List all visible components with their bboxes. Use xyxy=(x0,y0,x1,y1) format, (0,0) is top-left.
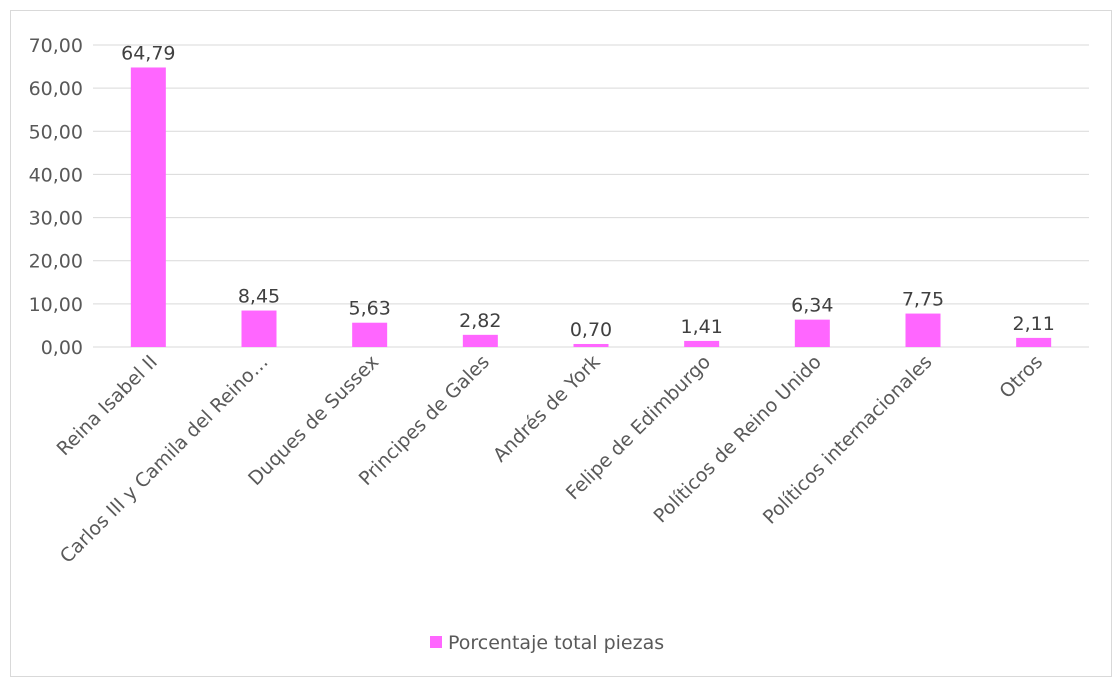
data-label: 8,45 xyxy=(238,286,280,308)
y-tick-label: 50,00 xyxy=(29,121,83,143)
y-tick-label: 30,00 xyxy=(29,208,83,230)
y-tick-label: 10,00 xyxy=(29,294,83,316)
data-label: 5,63 xyxy=(349,298,391,320)
data-label: 7,75 xyxy=(902,289,944,311)
legend-swatch xyxy=(430,636,442,648)
y-axis-tick-labels: 0,00 10,00 20,00 30,00 40,00 50,00 60,00 70,00 xyxy=(29,35,83,359)
y-tick-label: 70,00 xyxy=(29,35,83,57)
category-label: Otros xyxy=(995,351,1047,403)
bar xyxy=(684,340,720,347)
bar xyxy=(130,67,166,348)
data-label: 0,70 xyxy=(570,319,612,341)
legend: Porcentaje total piezas xyxy=(430,632,664,654)
data-label: 64,79 xyxy=(121,42,175,64)
data-label: 2,11 xyxy=(1013,313,1055,335)
bar xyxy=(352,322,388,347)
y-tick-label: 40,00 xyxy=(29,164,83,186)
bar xyxy=(794,319,830,347)
y-tick-label: 0,00 xyxy=(41,337,83,359)
bar xyxy=(1016,337,1052,347)
bar xyxy=(573,343,609,347)
legend-label: Porcentaje total piezas xyxy=(448,632,664,654)
bars xyxy=(130,67,1052,348)
category-label: Reina Isabel II xyxy=(53,351,162,460)
bar xyxy=(905,313,941,347)
data-label: 6,34 xyxy=(791,295,833,317)
chart-frame: 0,00 10,00 20,00 30,00 40,00 50,00 60,00 70,00 … xyxy=(10,10,1112,677)
data-labels: 64,79 8,45 5,63 2,82 0,70 1,41 6,34 7,75 2,11 xyxy=(121,42,1055,341)
bar-chart: 0,0010,0020,0030,0040,0050,0060,0070,00 … xyxy=(29,35,1089,654)
data-label: 1,41 xyxy=(681,316,723,338)
y-tick-label: 20,00 xyxy=(29,251,83,273)
bar xyxy=(462,334,498,347)
y-tick-label: 60,00 xyxy=(29,78,83,100)
data-label: 2,82 xyxy=(459,310,501,332)
category-label: Andrés de York xyxy=(489,351,605,467)
category-label: Carlos III y Camila del Reino… xyxy=(56,351,273,568)
bar xyxy=(241,310,277,347)
